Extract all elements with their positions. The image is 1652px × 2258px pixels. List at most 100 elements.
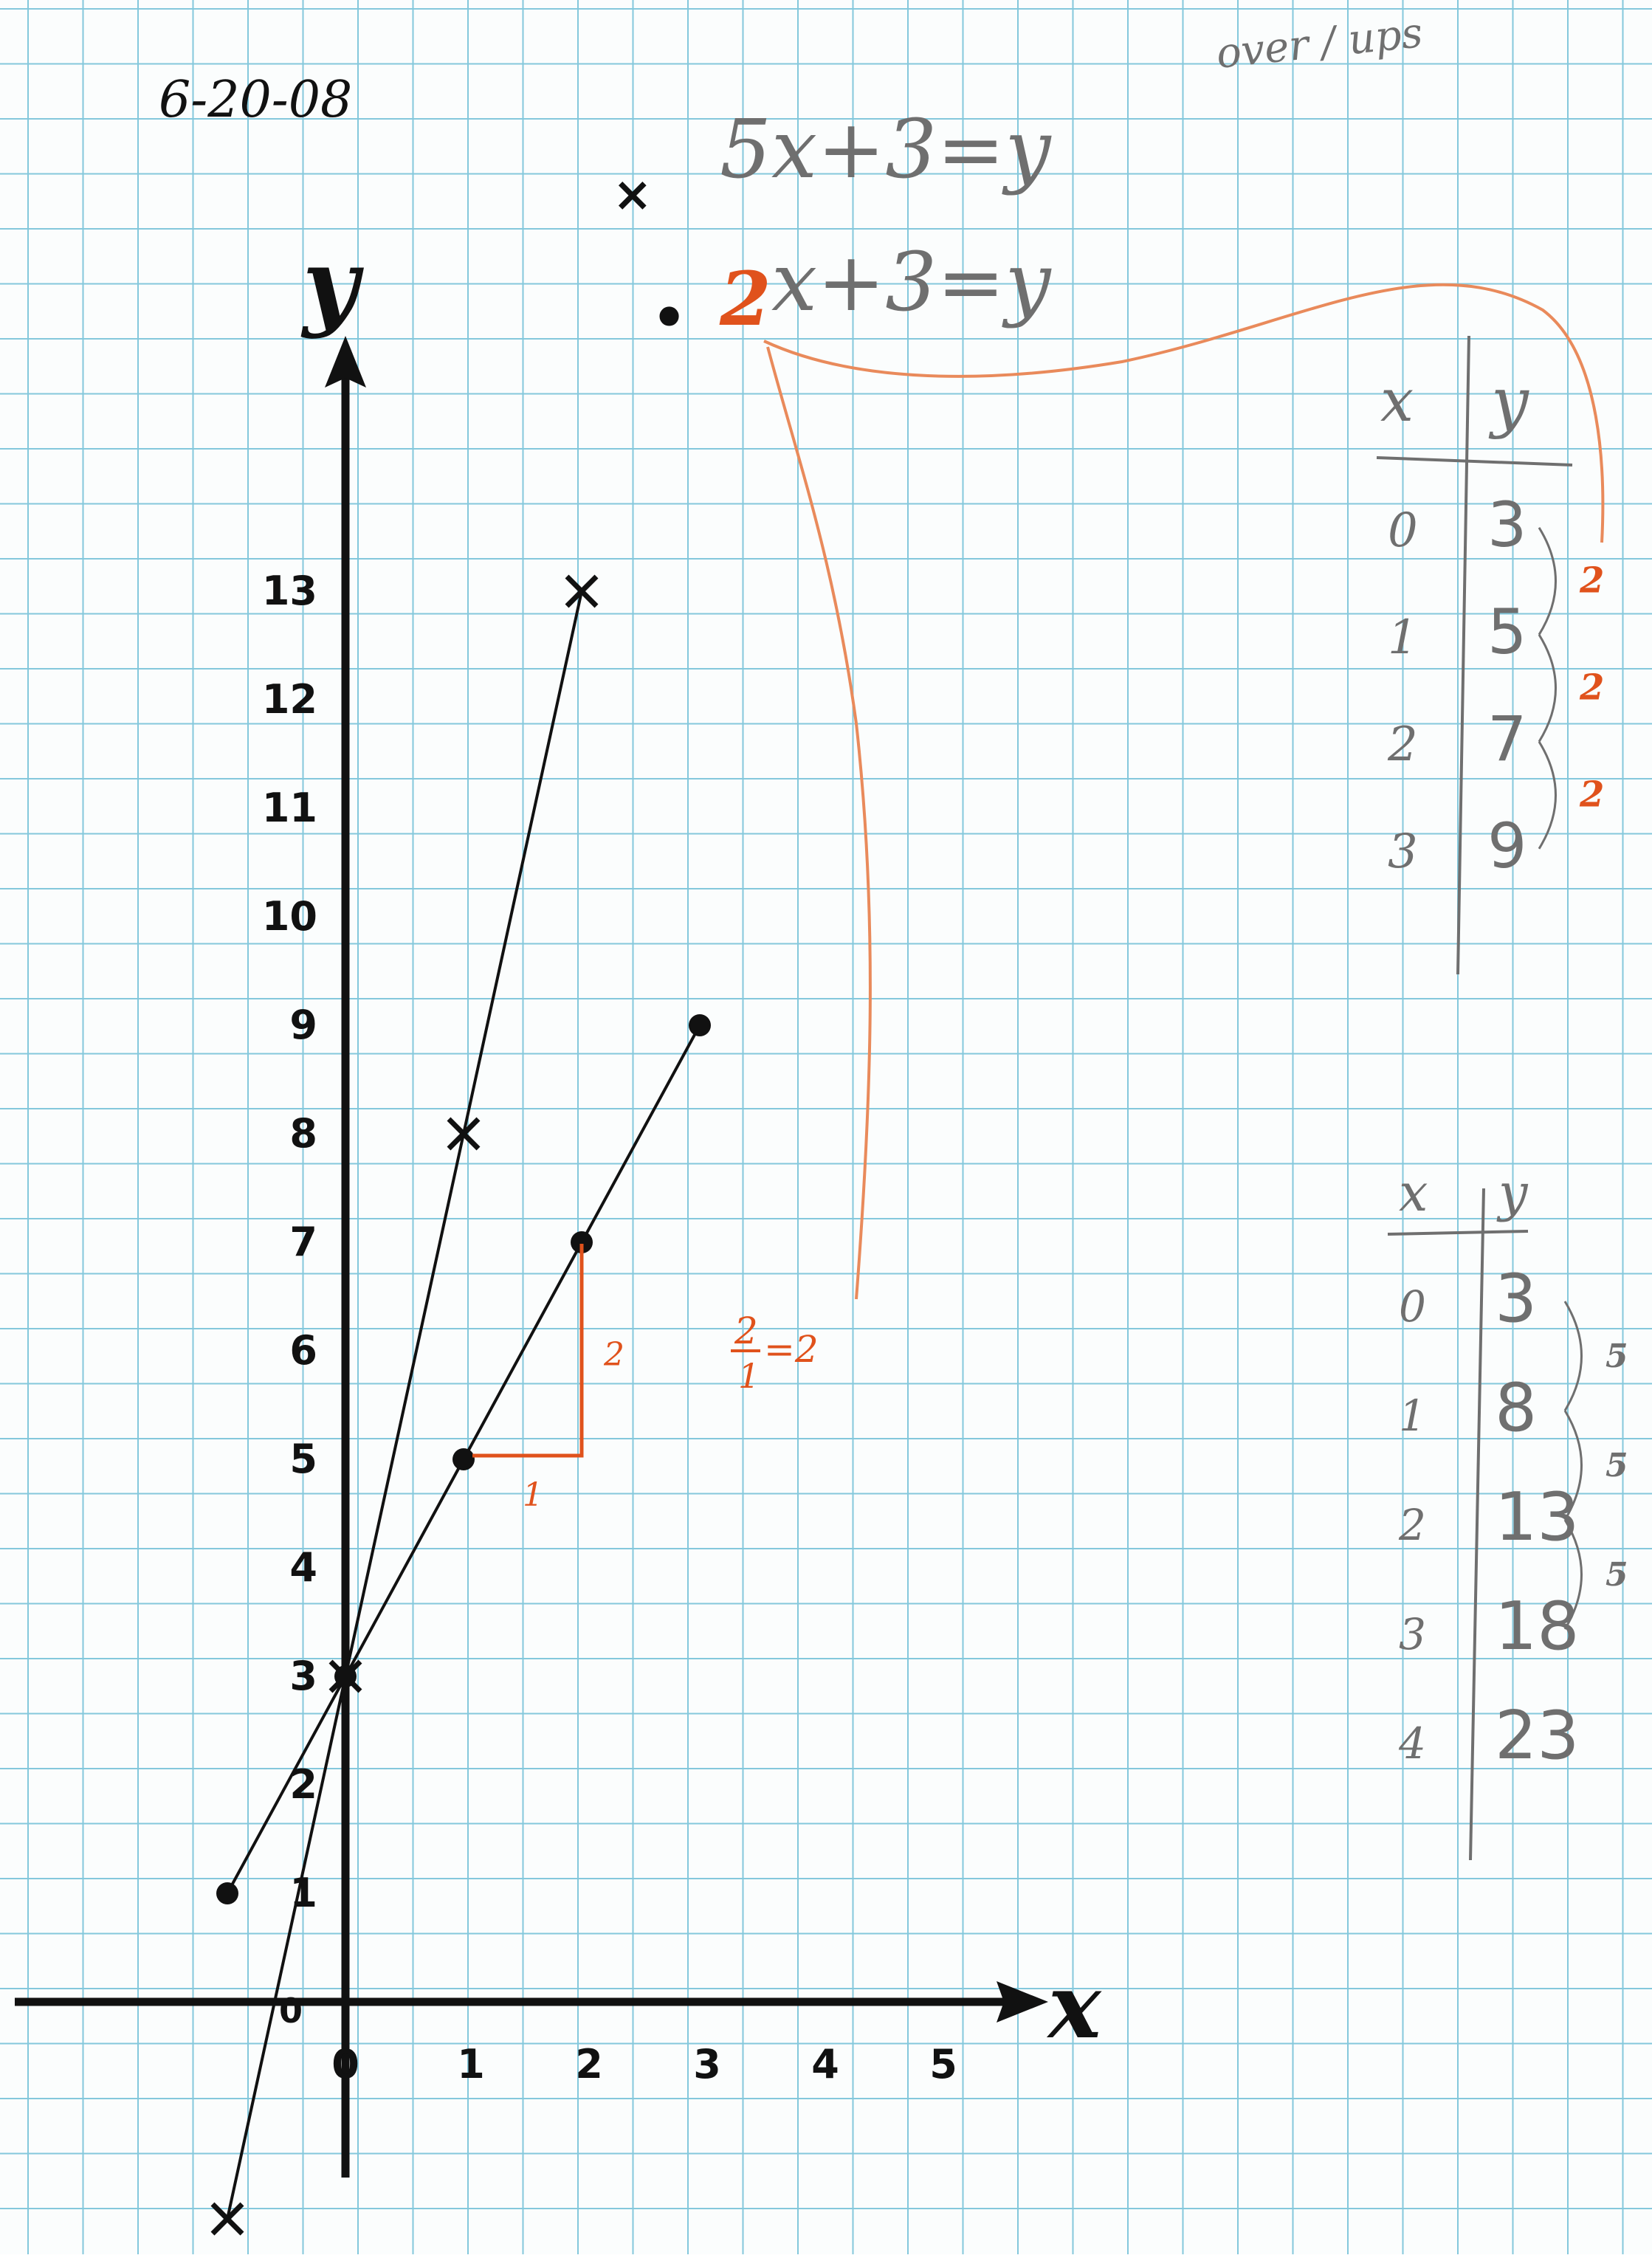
y-tick-label: 11 — [262, 785, 317, 831]
y-tick-label: 9 — [289, 1002, 317, 1048]
slope-triangle-legs — [472, 1244, 584, 1458]
y-tick-label: 10 — [262, 893, 317, 940]
table-header-x: x — [1380, 366, 1414, 435]
y-tick-label: 12 — [262, 676, 317, 723]
slope-ratio-denominator: 1 — [738, 1356, 760, 1396]
y-tick-label: 5 — [289, 1436, 317, 1482]
table-cell-y: 3 — [1487, 489, 1527, 561]
orange-connector-to-slope — [766, 346, 872, 1300]
slope-rise-label: 2 — [603, 1336, 624, 1374]
y-tick-label: 4 — [289, 1544, 317, 1591]
table-row: 2 13 — [1398, 1479, 1580, 1556]
x-tick-label: 1 — [457, 2041, 485, 2087]
table-row: 4 23 — [1398, 1697, 1580, 1775]
table-header-y: y — [1496, 1163, 1529, 1223]
data-point-x — [447, 1117, 481, 1151]
difference-bracket — [1563, 1301, 1583, 1411]
table-cell-x: 4 — [1398, 1718, 1426, 1769]
difference-bracket — [1563, 1519, 1583, 1630]
data-point-x — [210, 2202, 244, 2236]
date-label: 6-20-08 — [159, 71, 352, 129]
dot-marker-symbol: • — [650, 280, 689, 357]
equation-coefficient: 2 — [719, 255, 771, 343]
data-point-dot — [571, 1231, 593, 1253]
x-tick-label: 5 — [929, 2041, 957, 2087]
table-header-y: y — [1488, 363, 1529, 441]
table-cell-x: 0 — [1399, 1281, 1426, 1332]
series-line — [226, 591, 583, 2220]
y-tick-label: 13 — [262, 568, 317, 614]
equation-5x-plus-3: × 5x+3=y — [613, 102, 1052, 222]
table-cell-x: 1 — [1399, 1391, 1426, 1441]
difference-label: 5 — [1605, 1338, 1628, 1375]
orange-connector-to-table — [763, 283, 1605, 543]
slope-triangle: 1 2 2 1 =2 — [472, 283, 1605, 1514]
x-axis-arrowhead — [997, 1981, 1048, 2023]
y-axis-label: y — [300, 227, 364, 340]
y-tick-label: 6 — [289, 1327, 317, 1374]
data-point-x — [565, 574, 599, 608]
x-tick-label: 0 — [331, 2041, 359, 2087]
origin-label: 0 — [279, 1991, 303, 2031]
data-point-dot — [216, 1882, 238, 1904]
point-stroke — [447, 1117, 481, 1151]
x-marker-symbol: × — [613, 168, 653, 222]
equation-text: 5x+3=y — [720, 102, 1052, 196]
y-tick-label: 7 — [289, 1219, 317, 1265]
point-stroke — [565, 574, 599, 608]
difference-bracket — [1538, 634, 1557, 743]
table-cell-x: 3 — [1388, 825, 1418, 879]
axes — [15, 336, 1048, 2178]
slope-ratio: 2 1 =2 — [731, 1309, 819, 1396]
x-tick-label: 4 — [811, 2041, 839, 2087]
table-column-divider — [1469, 1188, 1485, 1861]
table-cell-y: 3 — [1495, 1260, 1537, 1338]
difference-bracket — [1563, 1410, 1583, 1521]
table-header-divider — [1387, 1230, 1529, 1236]
series — [210, 574, 711, 2236]
x-tick-label: 3 — [693, 2041, 721, 2087]
difference-label: 5 — [1605, 1556, 1628, 1594]
equation-2x-plus-3: • 2 x+3=y — [650, 235, 1052, 357]
slope-ratio-numerator: 2 — [734, 1309, 758, 1352]
table-cell-x: 2 — [1387, 717, 1418, 772]
table-cell-y: 7 — [1487, 703, 1527, 775]
table-cell-x: 2 — [1398, 1500, 1426, 1550]
slope-run-label: 1 — [523, 1476, 543, 1514]
data-point-dot — [452, 1448, 475, 1470]
table-header-divider — [1376, 456, 1573, 467]
data-point-dot — [689, 1014, 711, 1036]
table-cell-y: 9 — [1487, 810, 1527, 882]
table-cell-x: 3 — [1399, 1609, 1426, 1659]
table-row: 3 18 — [1399, 1588, 1580, 1665]
difference-bracket — [1538, 527, 1557, 636]
corner-note: over / ups — [1214, 9, 1425, 78]
difference-label: 2 — [1579, 560, 1604, 601]
point-stroke — [210, 2202, 244, 2236]
slope-ratio-result: =2 — [764, 1328, 819, 1371]
difference-label: 2 — [1579, 667, 1604, 708]
series-2 — [216, 1014, 711, 1904]
table-column-divider — [1456, 335, 1470, 975]
y-axis-arrowhead — [325, 336, 366, 388]
y-tick-label: 8 — [289, 1110, 317, 1157]
table-header-x: x — [1399, 1163, 1428, 1223]
data-point-dot — [334, 1665, 357, 1687]
equation-text: x+3=y — [771, 235, 1052, 329]
difference-bracket — [1538, 741, 1557, 850]
